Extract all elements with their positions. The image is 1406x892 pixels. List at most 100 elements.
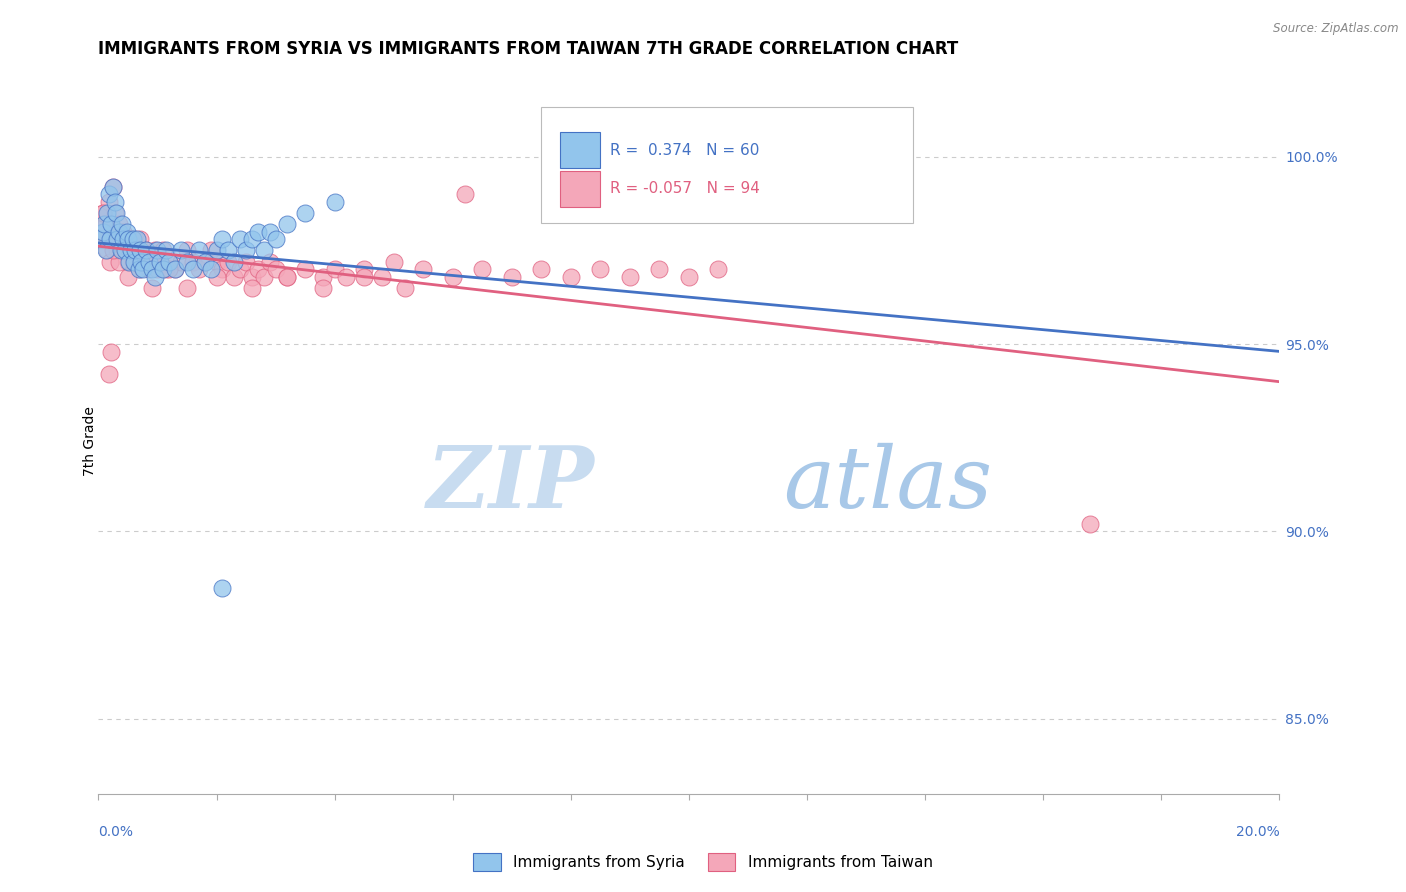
Point — [253, 269, 276, 284]
Point — [200, 244, 222, 258]
Point — [115, 225, 138, 239]
Point — [128, 244, 150, 258]
Text: R =  0.374   N = 60: R = 0.374 N = 60 — [610, 143, 759, 158]
Point — [128, 244, 150, 258]
Point — [146, 262, 169, 277]
Point — [105, 225, 128, 239]
Point — [118, 254, 141, 268]
Point — [141, 281, 163, 295]
Point — [143, 269, 166, 284]
Point — [117, 232, 139, 246]
FancyBboxPatch shape — [560, 170, 600, 207]
Point — [138, 262, 160, 277]
Point — [91, 206, 114, 220]
Point — [108, 217, 131, 231]
Point — [115, 232, 138, 246]
Point — [501, 269, 523, 284]
Point — [111, 244, 134, 258]
Point — [211, 232, 233, 246]
Point — [111, 217, 134, 231]
Point — [165, 262, 187, 277]
Point — [353, 269, 375, 284]
Point — [138, 254, 160, 268]
Point — [98, 194, 121, 209]
FancyBboxPatch shape — [541, 107, 914, 223]
Point — [312, 269, 335, 284]
Point — [128, 262, 150, 277]
Point — [103, 179, 125, 194]
Point — [211, 581, 233, 595]
Point — [117, 269, 139, 284]
Point — [93, 232, 115, 246]
Point — [118, 244, 141, 258]
Point — [235, 254, 257, 268]
Point — [335, 269, 357, 284]
Point — [104, 206, 127, 220]
Text: IMMIGRANTS FROM SYRIA VS IMMIGRANTS FROM TAIWAN 7TH GRADE CORRELATION CHART: IMMIGRANTS FROM SYRIA VS IMMIGRANTS FROM… — [98, 40, 959, 58]
Point — [114, 244, 136, 258]
Point — [246, 262, 269, 277]
Point — [264, 262, 287, 277]
Point — [707, 262, 730, 277]
Point — [120, 232, 142, 246]
Point — [121, 254, 143, 268]
Point — [98, 254, 121, 268]
Point — [155, 262, 177, 277]
Point — [152, 262, 174, 277]
Point — [200, 262, 222, 277]
Y-axis label: 7th Grade: 7th Grade — [83, 407, 97, 476]
Point — [312, 281, 335, 295]
Point — [155, 244, 177, 258]
Point — [323, 262, 346, 277]
Point — [240, 269, 263, 284]
Point — [259, 225, 281, 239]
Point — [229, 232, 252, 246]
Point — [152, 244, 174, 258]
Point — [112, 225, 135, 239]
Point — [96, 232, 118, 246]
Point — [294, 206, 316, 220]
Point — [240, 232, 263, 246]
Point — [108, 225, 131, 239]
Point — [96, 206, 118, 220]
Point — [125, 232, 148, 246]
Point — [619, 269, 641, 284]
Point — [276, 269, 298, 284]
Point — [211, 262, 233, 277]
Point — [441, 269, 464, 284]
Point — [194, 254, 217, 268]
Point — [124, 244, 146, 258]
Point — [90, 217, 112, 231]
Point — [276, 217, 298, 231]
Point — [141, 254, 163, 268]
Point — [294, 262, 316, 277]
Point — [117, 254, 139, 268]
Point — [648, 262, 671, 277]
Point — [135, 244, 157, 258]
Point — [157, 254, 180, 268]
Point — [91, 206, 114, 220]
Point — [176, 244, 198, 258]
Point — [589, 262, 612, 277]
Legend: Immigrants from Syria, Immigrants from Taiwan: Immigrants from Syria, Immigrants from T… — [467, 847, 939, 877]
Point — [141, 262, 163, 277]
Point — [371, 269, 394, 284]
Point — [157, 262, 180, 277]
Point — [181, 262, 204, 277]
Point — [91, 225, 114, 239]
Point — [96, 244, 118, 258]
Point — [94, 244, 117, 258]
Point — [149, 254, 172, 268]
Point — [259, 254, 281, 268]
Point — [90, 232, 112, 246]
Point — [105, 232, 128, 246]
Point — [246, 225, 269, 239]
Point — [530, 262, 553, 277]
Point — [412, 262, 434, 277]
Point — [217, 254, 239, 268]
Point — [103, 244, 125, 258]
Text: 20.0%: 20.0% — [1236, 825, 1279, 838]
Point — [253, 244, 276, 258]
Point — [135, 244, 157, 258]
Point — [129, 254, 152, 268]
